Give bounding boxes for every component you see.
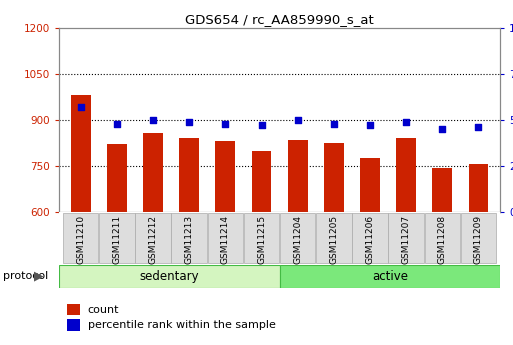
Bar [143,133,163,345]
FancyBboxPatch shape [280,265,500,288]
Bar [67,304,80,315]
Bar [288,140,308,345]
Bar [360,158,380,345]
Bar [324,143,344,345]
Text: GSM11215: GSM11215 [257,215,266,264]
Point [293,117,302,122]
Bar [179,138,199,345]
FancyBboxPatch shape [63,213,98,263]
Point [149,117,157,122]
Bar [215,141,235,345]
Text: active: active [372,270,408,283]
Point [366,123,374,128]
Text: GSM11213: GSM11213 [185,215,194,264]
Bar [468,165,488,345]
FancyBboxPatch shape [388,213,424,263]
Point [221,121,229,126]
Text: GSM11207: GSM11207 [402,215,410,264]
FancyBboxPatch shape [59,265,280,288]
Text: GSM11211: GSM11211 [112,215,122,264]
Point [402,119,410,125]
FancyBboxPatch shape [99,213,134,263]
Text: sedentary: sedentary [140,270,199,283]
Text: ▶: ▶ [34,270,43,283]
FancyBboxPatch shape [135,213,171,263]
Point [475,125,483,130]
Bar [432,168,452,345]
Text: GSM11212: GSM11212 [149,215,157,264]
Point [76,104,85,110]
Point [438,126,446,132]
Bar [67,319,80,331]
Text: percentile rank within the sample: percentile rank within the sample [88,320,275,330]
FancyBboxPatch shape [461,213,496,263]
Bar [107,145,127,345]
Text: GSM11214: GSM11214 [221,215,230,264]
FancyBboxPatch shape [352,213,388,263]
FancyBboxPatch shape [316,213,351,263]
Point [113,121,121,126]
Title: GDS654 / rc_AA859990_s_at: GDS654 / rc_AA859990_s_at [185,13,374,27]
Text: protocol: protocol [3,272,48,281]
FancyBboxPatch shape [208,213,243,263]
Text: GSM11206: GSM11206 [365,215,374,264]
FancyBboxPatch shape [171,213,207,263]
FancyBboxPatch shape [244,213,279,263]
Text: GSM11205: GSM11205 [329,215,339,264]
Point [185,119,193,125]
Text: GSM11209: GSM11209 [474,215,483,264]
Bar [251,151,271,345]
Text: GSM11210: GSM11210 [76,215,85,264]
Bar [71,95,91,345]
FancyBboxPatch shape [280,213,315,263]
Text: count: count [88,305,120,315]
Point [330,121,338,126]
FancyBboxPatch shape [425,213,460,263]
Point [258,123,266,128]
Text: GSM11208: GSM11208 [438,215,447,264]
Bar [396,138,416,345]
Text: GSM11204: GSM11204 [293,215,302,264]
